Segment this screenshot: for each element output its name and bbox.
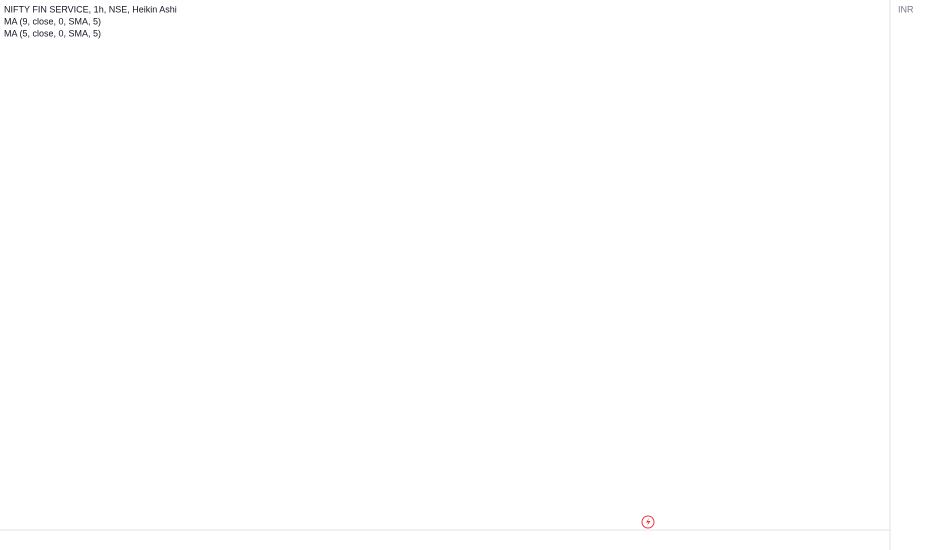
chart-title: NIFTY FIN SERVICE, 1h, NSE, Heikin Ashi [4,4,177,14]
indicator-label: MA (5, close, 0, SMA, 5) [4,28,101,38]
y-axis-label: INR [898,4,914,14]
alert-bolt[interactable] [646,518,651,526]
indicator-label: MA (9, close, 0, SMA, 5) [4,16,101,26]
alert-circle[interactable] [641,515,655,529]
alert-icon[interactable] [641,515,655,529]
